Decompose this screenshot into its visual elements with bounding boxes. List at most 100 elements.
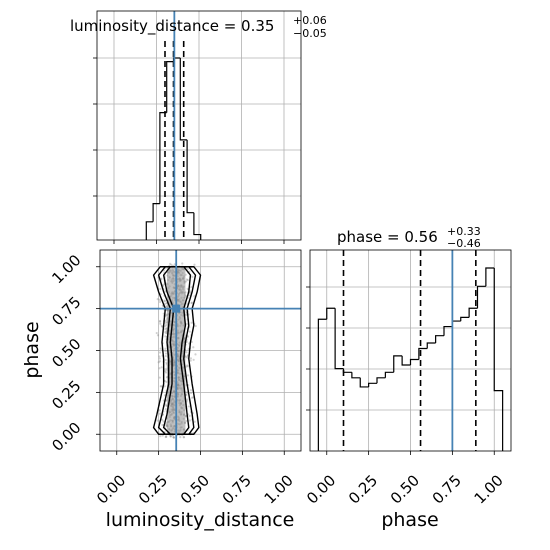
ph-x-tick-label-3: 0.75 <box>429 471 465 507</box>
joint-scatter-point-467 <box>163 300 166 303</box>
joint-scatter-point-332 <box>158 357 161 360</box>
joint-scatter-point-476 <box>158 360 162 363</box>
joint-scatter-point-26 <box>160 366 163 369</box>
joint-scatter-point-339 <box>190 301 193 305</box>
ld-histogram-bin-3 <box>166 61 174 113</box>
luminosity-distance-quantile-lines <box>164 11 185 240</box>
joint-y-tick-label-2: 0.50 <box>48 335 84 371</box>
joint-scatter-point-867 <box>163 290 167 293</box>
joint-scatter-point-656 <box>159 319 162 323</box>
joint-scatter-point-15 <box>194 324 197 328</box>
joint-scatter-point-107 <box>158 351 162 354</box>
joint-scatter-point-863 <box>185 278 189 281</box>
phase-quantile-lines <box>342 250 477 451</box>
joint-scatter-point-666 <box>159 287 162 291</box>
phase-histogram-panel: 0.00 0.25 0.50 0.75 1.00 phase = 0.56 +0.33 … <box>303 225 512 531</box>
joint-scatter-point-878 <box>157 361 160 364</box>
ph-histogram-bin-7 <box>376 377 386 384</box>
joint-scatter-point-230 <box>182 436 186 439</box>
joint-scatter-point-632 <box>165 380 168 383</box>
ld-histogram-bin-1 <box>152 203 160 222</box>
joint-scatter-point-630 <box>194 353 197 356</box>
joint-scatter-point-712 <box>156 419 159 422</box>
joint-scatter-point-466 <box>192 346 195 349</box>
joint-scatter-point-677 <box>193 295 196 298</box>
joint-scatter-point-649 <box>159 435 162 438</box>
ph-histogram-bin-11 <box>409 358 419 365</box>
joint-scatter-point-569 <box>158 409 161 412</box>
phase-x-axis-label: phase <box>381 509 438 531</box>
joint-scatter-contours <box>152 266 202 435</box>
joint-scatter-point-314 <box>165 313 168 316</box>
joint-scatter-point-385 <box>160 277 163 280</box>
ph-x-tick-label-4: 1.00 <box>471 471 507 507</box>
joint-scatter-point-359 <box>163 385 166 388</box>
joint-scatter-point-881 <box>190 286 193 289</box>
joint-scatter-point-109 <box>164 347 167 350</box>
joint-scatter-point-322 <box>188 330 191 333</box>
joint-scatter-point-256 <box>170 263 173 266</box>
ld-histogram-bin-0 <box>145 221 154 240</box>
joint-scatter-point-694 <box>169 262 172 265</box>
joint-scatter-point-851 <box>164 358 167 362</box>
joint-y-tick-label-3: 0.75 <box>48 293 84 329</box>
joint-scatter-point-575 <box>189 389 193 392</box>
joint-scatter-point-719 <box>189 391 193 395</box>
joint-scatter-point-849 <box>164 371 168 374</box>
joint-scatter-point-223 <box>164 325 167 328</box>
joint-x-tick-label-0: 0.00 <box>93 471 129 507</box>
joint-scatter-point-471 <box>158 376 161 379</box>
luminosity-distance-title-plus: +0.06 <box>293 14 327 27</box>
ph-x-tick-label-0: 0.00 <box>303 471 339 507</box>
joint-scatter-point-540 <box>186 335 190 338</box>
ph-histogram-bin-10 <box>401 355 411 366</box>
joint-scatter-point-173 <box>165 305 168 308</box>
joint-scatter-grid <box>100 250 301 451</box>
joint-scatter-panel: 0.00 0.25 0.50 0.75 1.000.000.250.500.751.00… <box>21 249 302 531</box>
joint-scatter-point-88 <box>165 435 168 439</box>
joint-scatter-point-124 <box>158 367 161 370</box>
joint-scatter-point-62 <box>164 352 168 355</box>
joint-scatter-point-611 <box>163 302 167 305</box>
luminosity-distance-histogram-panel: luminosity_distance = 0.35 +0.06 −0.05 <box>70 10 327 244</box>
ph-x-tick-label-1: 0.25 <box>345 471 381 507</box>
joint-scatter-point-488 <box>192 358 195 361</box>
luminosity-distance-x-axis-label: luminosity_distance <box>106 509 295 531</box>
joint-scatter-point-733 <box>169 434 172 437</box>
joint-scatter-point-601 <box>158 300 162 304</box>
luminosity-distance-title-minus: −0.05 <box>293 27 327 40</box>
joint-scatter-point-92 <box>160 385 163 388</box>
ph-histogram-bin-0 <box>317 318 327 451</box>
joint-scatter-point-334 <box>163 349 167 352</box>
luminosity-distance-histogram-grid <box>97 11 301 240</box>
joint-scatter-point-479 <box>185 322 189 326</box>
joint-scatter-point-769 <box>155 331 158 335</box>
joint-scatter-point-112 <box>161 325 164 328</box>
joint-y-tick-label-1: 0.25 <box>48 377 84 413</box>
joint-scatter-point-663 <box>186 278 189 282</box>
joint-scatter-point-627 <box>172 436 175 439</box>
joint-scatter-point-894 <box>164 370 167 373</box>
joint-scatter-point-668 <box>189 357 193 360</box>
joint-scatter-point-876 <box>158 298 161 301</box>
joint-scatter-point-652 <box>186 398 189 401</box>
joint-y-tick-label-0: 0.00 <box>48 419 84 455</box>
joint-scatter-point-529 <box>185 351 188 354</box>
joint-scatter-point-600 <box>186 287 189 290</box>
phase-histogram-bars <box>317 267 504 451</box>
joint-scatter-point-369 <box>190 321 193 324</box>
joint-scatter-point-356 <box>162 283 165 286</box>
joint-scatter-point-625 <box>185 393 188 396</box>
luminosity-distance-histogram-ticks <box>93 57 285 244</box>
joint-scatter-point-619 <box>164 368 167 371</box>
joint-scatter-point-562 <box>164 408 167 411</box>
joint-scatter-point-498 <box>158 412 162 415</box>
joint-x-tick-label-3: 0.75 <box>219 471 255 507</box>
joint-scatter-point-815 <box>189 290 192 293</box>
joint-truth-marker <box>172 304 181 313</box>
joint-scatter-point-764 <box>185 365 188 368</box>
ph-histogram-bin-15 <box>443 325 453 336</box>
joint-scatter-point-281 <box>187 365 190 368</box>
ph-histogram-bin-9 <box>393 355 403 373</box>
